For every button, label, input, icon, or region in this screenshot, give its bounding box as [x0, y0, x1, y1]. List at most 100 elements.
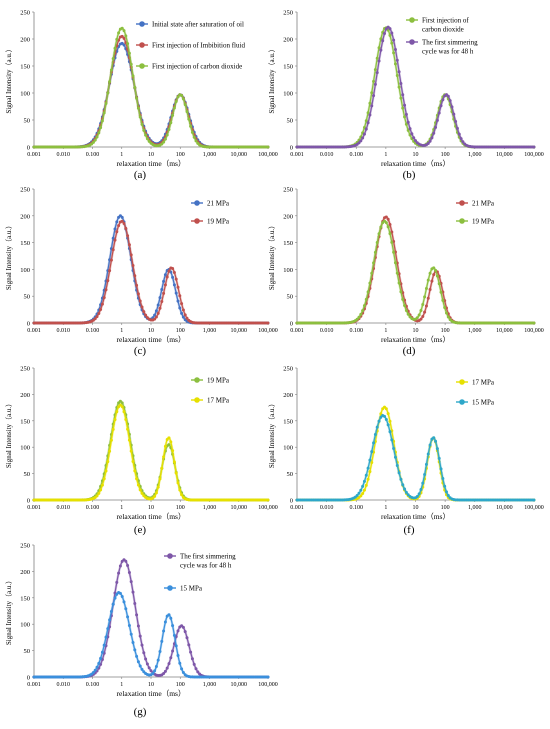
x-tick-label: 10 — [413, 328, 419, 334]
series-point — [127, 243, 131, 247]
series-point — [171, 267, 175, 271]
legend-swatch-marker — [459, 379, 465, 385]
series-point — [95, 315, 99, 319]
series-point — [126, 234, 130, 238]
legend-label: Initial state after saturation of oil — [152, 21, 244, 29]
series-point — [178, 661, 182, 665]
series-point — [404, 309, 408, 313]
x-tick-label: 100,000 — [258, 682, 278, 688]
series-point — [192, 662, 196, 666]
series-point — [383, 31, 387, 35]
series-point — [140, 491, 144, 495]
series-point — [163, 669, 167, 673]
series-point — [430, 279, 434, 283]
y-axis-title: Signal Intensity（a.u.） — [5, 400, 13, 468]
series-point — [172, 633, 176, 637]
y-tick-label: 200 — [283, 213, 293, 220]
series-point — [364, 119, 368, 123]
series-point — [95, 494, 99, 498]
series-point — [370, 91, 374, 95]
series-point — [151, 671, 155, 675]
legend-swatch-marker — [194, 377, 200, 383]
series-point — [136, 106, 140, 110]
series-point — [133, 274, 137, 278]
series-halo — [34, 35, 268, 149]
series-point — [135, 613, 139, 617]
series-point — [162, 629, 166, 633]
series-point — [373, 82, 377, 86]
series-point — [194, 667, 198, 671]
series-point — [392, 447, 396, 451]
series-point — [180, 493, 184, 497]
series-point — [375, 425, 379, 429]
series-point — [397, 471, 401, 475]
series-point — [390, 31, 394, 35]
x-tick-label: 0.010 — [320, 505, 334, 511]
series-point — [171, 113, 175, 117]
series-point — [117, 224, 121, 228]
series-point — [437, 456, 441, 460]
x-tick-label: 0.010 — [320, 152, 334, 158]
series-point — [401, 297, 405, 301]
series-point — [127, 51, 131, 55]
series-point — [432, 131, 436, 135]
series-point — [178, 488, 182, 492]
y-tick-label: 150 — [20, 418, 30, 425]
series-line — [34, 404, 268, 501]
y-tick-label: 0 — [27, 321, 30, 328]
series-point — [106, 279, 110, 283]
series-point — [399, 290, 403, 294]
series-point — [102, 296, 106, 300]
x-axis-title: relaxation time（ms） — [117, 689, 186, 698]
series-point — [111, 602, 115, 606]
series-point — [388, 33, 392, 37]
x-tick-label: 0.001 — [290, 328, 304, 334]
x-tick-label: 1,000 — [203, 505, 217, 511]
y-tick-label: 250 — [283, 187, 293, 194]
x-tick-label: 0.010 — [57, 505, 71, 511]
series-halo — [34, 42, 268, 149]
series-point — [424, 304, 428, 308]
series-point — [424, 462, 428, 466]
legend-swatch-marker — [194, 218, 200, 224]
series-point — [176, 299, 180, 303]
series-point — [165, 275, 169, 279]
chart-panel: 0 50 100 150 200 250 0.001 0.010 0.100 1 10 100 1,00… — [5, 366, 278, 537]
legend-label: 15 MPa — [472, 399, 495, 407]
series-point — [138, 488, 142, 492]
x-tick-label: 100 — [176, 152, 185, 158]
x-tick-label: 1 — [384, 328, 387, 334]
series-point — [160, 299, 164, 303]
series-point — [185, 110, 189, 114]
series-point — [379, 225, 383, 229]
series-point — [392, 38, 396, 42]
x-axis-title: relaxation time（ms） — [117, 335, 186, 344]
chart-panel: 0 50 100 150 200 250 0.001 0.010 0.100 1 10 100 1,00… — [268, 366, 544, 537]
series-point — [390, 438, 394, 442]
series-line — [297, 406, 534, 501]
series-point — [454, 120, 458, 124]
y-tick-label: 50 — [24, 648, 31, 655]
series-point — [187, 117, 191, 121]
series-point — [423, 310, 427, 314]
series-point — [111, 57, 115, 61]
series-point — [111, 236, 115, 240]
x-tick-label: 0.100 — [350, 505, 364, 511]
series-point — [158, 296, 162, 300]
series-point — [196, 670, 200, 674]
x-tick-label: 1 — [384, 152, 387, 158]
panel-label: (g) — [134, 706, 147, 718]
series-point — [171, 449, 175, 453]
series-point — [171, 649, 175, 653]
series-point — [370, 461, 374, 465]
series-point — [181, 315, 185, 319]
x-tick-label: 0.100 — [350, 152, 364, 158]
series-halo — [34, 403, 268, 502]
series-point — [446, 315, 450, 319]
series-point — [169, 616, 173, 620]
series-point — [180, 93, 184, 97]
series-point — [100, 483, 104, 487]
series-point — [133, 469, 137, 473]
